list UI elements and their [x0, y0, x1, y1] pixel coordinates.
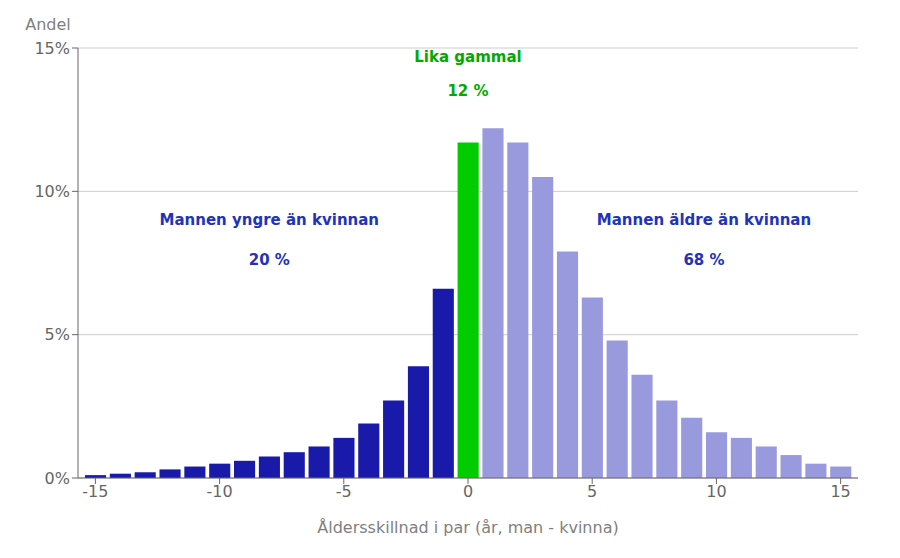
svg-text:Lika gammal: Lika gammal [414, 48, 521, 66]
svg-text:-15: -15 [82, 482, 108, 501]
svg-text:12 %: 12 % [447, 82, 488, 100]
svg-text:68 %: 68 % [683, 251, 724, 269]
svg-text:Andel: Andel [25, 15, 71, 34]
svg-text:-10: -10 [207, 482, 233, 501]
svg-text:15%: 15% [34, 39, 70, 58]
svg-text:Mannen äldre än kvinnan: Mannen äldre än kvinnan [597, 211, 811, 229]
svg-text:Mannen yngre än kvinnan: Mannen yngre än kvinnan [160, 211, 380, 229]
svg-text:Åldersskillnad i par (år, man: Åldersskillnad i par (år, man - kvinna) [317, 518, 618, 537]
svg-text:15: 15 [830, 482, 850, 501]
svg-text:10%: 10% [34, 182, 70, 201]
svg-text:5: 5 [587, 482, 597, 501]
svg-text:5%: 5% [45, 325, 70, 344]
svg-text:10: 10 [706, 482, 726, 501]
svg-text:0: 0 [463, 482, 473, 501]
svg-text:0%: 0% [45, 469, 70, 488]
svg-text:20 %: 20 % [249, 251, 290, 269]
svg-text:-5: -5 [336, 482, 352, 501]
